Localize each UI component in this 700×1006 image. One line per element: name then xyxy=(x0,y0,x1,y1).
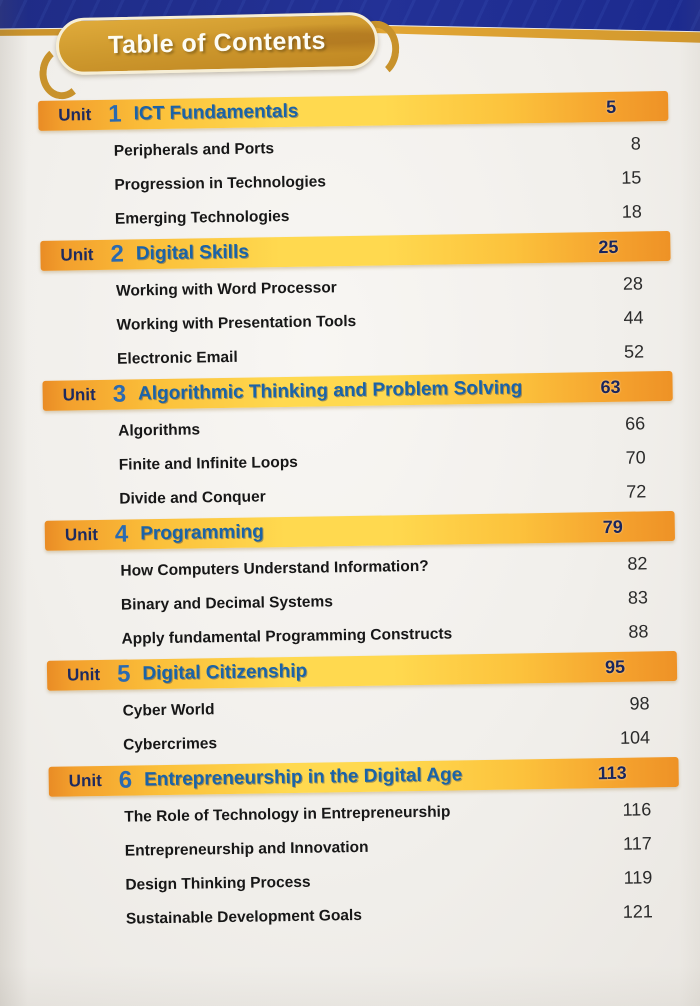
toc-banner-pill: Table of Contents xyxy=(55,11,379,76)
topic-title: Cybercrimes xyxy=(123,735,218,754)
unit-number: 5 xyxy=(116,660,131,688)
unit-block: Unit 2 Digital Skills 25 Working with Wo… xyxy=(2,230,700,378)
topic-title: Finite and Infinite Loops xyxy=(118,453,298,474)
topic-page-number: 44 xyxy=(623,306,644,328)
unit-page-number: 95 xyxy=(604,656,626,677)
unit-row: Unit 4 Programming 79 xyxy=(44,510,676,551)
topic-title: Progression in Technologies xyxy=(114,173,327,194)
topic-row: Cybercrimes 104 xyxy=(123,720,650,762)
unit-title: Digital Citizenship xyxy=(142,660,308,685)
topic-page-number: 88 xyxy=(628,620,649,642)
unit-block: Unit 1 ICT Fundamentals 5 Peripherals an… xyxy=(0,91,700,239)
unit-number: 4 xyxy=(114,520,129,548)
topic-page-number: 117 xyxy=(622,832,652,854)
topic-row: Emerging Technologies 18 xyxy=(115,194,642,236)
unit-number: 1 xyxy=(108,100,122,128)
unit-page-number: 113 xyxy=(597,762,627,783)
topic-page-number: 119 xyxy=(623,866,653,888)
topic-title: Emerging Technologies xyxy=(114,207,290,228)
unit-title: Programming xyxy=(140,521,264,545)
topic-page-number: 121 xyxy=(622,900,653,922)
unit-row: Unit 2 Digital Skills 25 xyxy=(40,230,671,271)
topic-title: Design Thinking Process xyxy=(125,873,311,894)
topic-page-number: 104 xyxy=(619,726,651,748)
unit-block: Unit 3 Algorithmic Thinking and Problem … xyxy=(4,370,700,518)
unit-row: Unit 1 ICT Fundamentals 5 xyxy=(38,91,669,131)
unit-label: Unit xyxy=(62,385,96,405)
unit-title: Entrepreneurship in the Digital Age xyxy=(143,764,463,791)
unit-row: Unit 6 Entrepreneurship in the Digital A… xyxy=(48,756,679,797)
topic-title: How Computers Understand Information? xyxy=(120,557,429,580)
unit-label: Unit xyxy=(66,664,101,685)
unit-page-number: 79 xyxy=(602,516,623,537)
topic-title: Cyber World xyxy=(122,701,215,720)
topic-page-number: 52 xyxy=(623,340,645,362)
unit-page-number: 25 xyxy=(598,236,619,257)
topic-title: Electronic Email xyxy=(116,348,238,368)
unit-label: Unit xyxy=(64,525,99,545)
unit-title: ICT Fundamentals xyxy=(133,100,299,125)
unit-label: Unit xyxy=(68,770,102,791)
topic-title: Working with Presentation Tools xyxy=(116,312,357,334)
unit-block: Unit 6 Entrepreneurship in the Digital A… xyxy=(11,756,700,938)
topic-title: Working with Word Processor xyxy=(115,279,337,300)
unit-number: 2 xyxy=(110,240,125,268)
unit-page-number: 63 xyxy=(600,376,621,397)
topic-title: Peripherals and Ports xyxy=(113,140,275,160)
unit-title: Digital Skills xyxy=(135,241,249,265)
topic-row: Divide and Conquer 72 xyxy=(119,474,646,516)
topic-page-number: 82 xyxy=(627,552,648,574)
topic-page-number: 18 xyxy=(621,200,642,222)
topic-title: Entrepreneurship and Innovation xyxy=(124,838,369,860)
topic-title: Binary and Decimal Systems xyxy=(120,593,334,614)
topic-title: Sustainable Development Goals xyxy=(125,906,363,928)
topic-title: Divide and Conquer xyxy=(119,488,266,508)
topic-row: Sustainable Development Goals 121 xyxy=(126,894,653,936)
unit-row: Unit 3 Algorithmic Thinking and Problem … xyxy=(42,370,673,411)
topic-row: Electronic Email 52 xyxy=(117,334,644,376)
unit-label: Unit xyxy=(58,105,92,125)
page-title: Table of Contents xyxy=(107,26,327,60)
unit-title: Algorithmic Thinking and Problem Solving xyxy=(137,377,523,405)
topic-page-number: 8 xyxy=(630,132,641,154)
toc-banner: Table of Contents xyxy=(36,11,402,102)
unit-number: 3 xyxy=(112,380,127,408)
unit-page-number: 5 xyxy=(606,96,617,117)
topic-page-number: 98 xyxy=(629,692,650,714)
unit-number: 6 xyxy=(118,766,133,794)
topic-page-number: 83 xyxy=(627,586,649,608)
topic-page-number: 72 xyxy=(626,480,647,502)
topic-page-number: 116 xyxy=(622,798,652,820)
topic-title: Algorithms xyxy=(118,421,201,440)
unit-block: Unit 4 Programming 79 How Computers Unde… xyxy=(7,510,700,658)
topic-row: Apply fundamental Programming Constructs… xyxy=(121,614,648,656)
unit-label: Unit xyxy=(60,245,94,265)
unit-row: Unit 5 Digital Citizenship 95 xyxy=(46,650,678,691)
topic-page-number: 66 xyxy=(624,412,646,434)
topic-page-number: 15 xyxy=(621,166,642,188)
unit-block: Unit 5 Digital Citizenship 95 Cyber Worl… xyxy=(9,650,700,764)
topic-page-number: 28 xyxy=(622,272,644,294)
toc-list: Unit 1 ICT Fundamentals 5 Peripherals an… xyxy=(0,91,700,942)
topic-title: The Role of Technology in Entrepreneursh… xyxy=(124,803,451,826)
topic-title: Apply fundamental Programming Constructs xyxy=(121,625,453,648)
topic-page-number: 70 xyxy=(625,446,646,468)
